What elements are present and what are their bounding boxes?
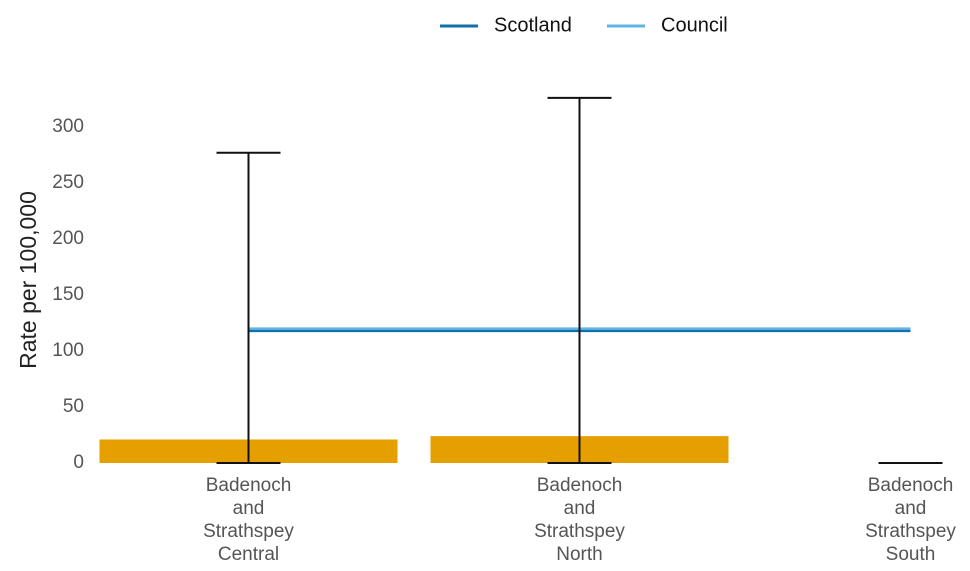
- legend-label: Council: [661, 14, 728, 36]
- y-tick-label: 0: [73, 452, 84, 473]
- y-tick-label: 300: [52, 116, 84, 137]
- legend-label: Scotland: [494, 14, 572, 36]
- x-tick-label: Badenoch and Strathspey North: [534, 475, 625, 565]
- x-tick-label: Badenoch and Strathspey South: [865, 475, 956, 565]
- y-tick-label: 250: [52, 172, 84, 193]
- y-tick-label: 200: [52, 228, 84, 249]
- y-tick-label: 50: [63, 396, 84, 417]
- y-tick-label: 100: [52, 340, 84, 361]
- x-tick-label: Badenoch and Strathspey Central: [203, 475, 294, 565]
- y-tick-label: 150: [52, 284, 84, 305]
- y-axis-label: Rate per 100,000: [15, 191, 41, 369]
